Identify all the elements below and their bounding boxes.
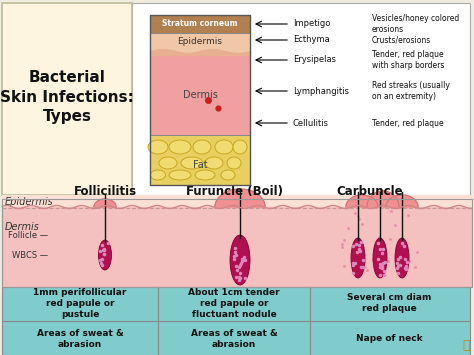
Text: Epidermis: Epidermis bbox=[5, 197, 54, 207]
Bar bbox=[2, 195, 472, 207]
Polygon shape bbox=[215, 189, 265, 207]
Bar bbox=[150, 15, 250, 33]
Bar bbox=[2, 3, 132, 195]
Text: Ecthyma: Ecthyma bbox=[293, 36, 330, 44]
Ellipse shape bbox=[159, 157, 177, 169]
Ellipse shape bbox=[215, 140, 233, 154]
Bar bbox=[2, 199, 472, 287]
Bar bbox=[2, 199, 472, 287]
Ellipse shape bbox=[169, 170, 191, 180]
Bar bbox=[150, 15, 250, 185]
Ellipse shape bbox=[230, 235, 250, 285]
Ellipse shape bbox=[395, 238, 409, 278]
Text: Areas of sweat &
abrasion: Areas of sweat & abrasion bbox=[36, 329, 123, 349]
Ellipse shape bbox=[227, 157, 241, 169]
Text: Bacterial
Skin Infections:
Types: Bacterial Skin Infections: Types bbox=[0, 70, 134, 124]
Bar bbox=[132, 3, 470, 195]
Text: Cellulitis: Cellulitis bbox=[293, 119, 329, 127]
Text: Nape of neck: Nape of neck bbox=[356, 334, 422, 343]
Ellipse shape bbox=[351, 238, 365, 278]
Text: Areas of sweat &
abrasion: Areas of sweat & abrasion bbox=[191, 329, 277, 349]
Ellipse shape bbox=[205, 157, 223, 169]
Text: Dermis: Dermis bbox=[5, 222, 40, 232]
Ellipse shape bbox=[151, 170, 165, 180]
Text: Fat: Fat bbox=[193, 160, 207, 170]
Text: About 1cm tender
red papule or
fluctuant nodule: About 1cm tender red papule or fluctuant… bbox=[188, 288, 280, 319]
Bar bbox=[150, 135, 250, 185]
Text: Crusts/erosions: Crusts/erosions bbox=[372, 36, 431, 44]
Text: Vesicles/honey colored
erosions: Vesicles/honey colored erosions bbox=[372, 14, 459, 34]
Text: Lymphangitis: Lymphangitis bbox=[293, 87, 349, 95]
Text: Epidermis: Epidermis bbox=[177, 37, 222, 45]
Ellipse shape bbox=[169, 140, 191, 154]
Polygon shape bbox=[94, 199, 116, 207]
Text: Carbuncle: Carbuncle bbox=[337, 185, 403, 198]
Ellipse shape bbox=[221, 170, 235, 180]
Text: Follicilitis: Follicilitis bbox=[73, 185, 137, 198]
Polygon shape bbox=[367, 191, 399, 207]
Text: Erysipelas: Erysipelas bbox=[293, 55, 336, 65]
Ellipse shape bbox=[373, 238, 387, 278]
Text: 1mm perifollicular
red papule or
pustule: 1mm perifollicular red papule or pustule bbox=[33, 288, 127, 319]
Ellipse shape bbox=[233, 140, 247, 154]
Ellipse shape bbox=[181, 157, 203, 169]
Text: Impetigo: Impetigo bbox=[293, 20, 330, 28]
Bar bbox=[150, 55, 250, 135]
Text: WBCS —: WBCS — bbox=[12, 251, 48, 260]
Polygon shape bbox=[346, 195, 378, 207]
Ellipse shape bbox=[193, 140, 211, 154]
Ellipse shape bbox=[195, 170, 215, 180]
Text: Tender, red plaque
with sharp borders: Tender, red plaque with sharp borders bbox=[372, 50, 444, 70]
Text: Red streaks (usually
on an extremity): Red streaks (usually on an extremity) bbox=[372, 81, 450, 101]
Bar bbox=[150, 33, 250, 55]
Text: Furuncle (Boil): Furuncle (Boil) bbox=[186, 185, 283, 198]
Ellipse shape bbox=[99, 240, 111, 270]
Text: Dermis: Dermis bbox=[182, 90, 218, 100]
Ellipse shape bbox=[148, 140, 168, 154]
Polygon shape bbox=[386, 195, 418, 207]
Text: Follicle —: Follicle — bbox=[8, 230, 48, 240]
Text: Several cm diam
red plaque: Several cm diam red plaque bbox=[347, 293, 431, 313]
Bar bbox=[2, 287, 470, 355]
Text: 🔊: 🔊 bbox=[462, 339, 470, 352]
Text: Stratum corneum: Stratum corneum bbox=[162, 20, 238, 28]
Text: Tender, red plaque: Tender, red plaque bbox=[372, 119, 444, 127]
